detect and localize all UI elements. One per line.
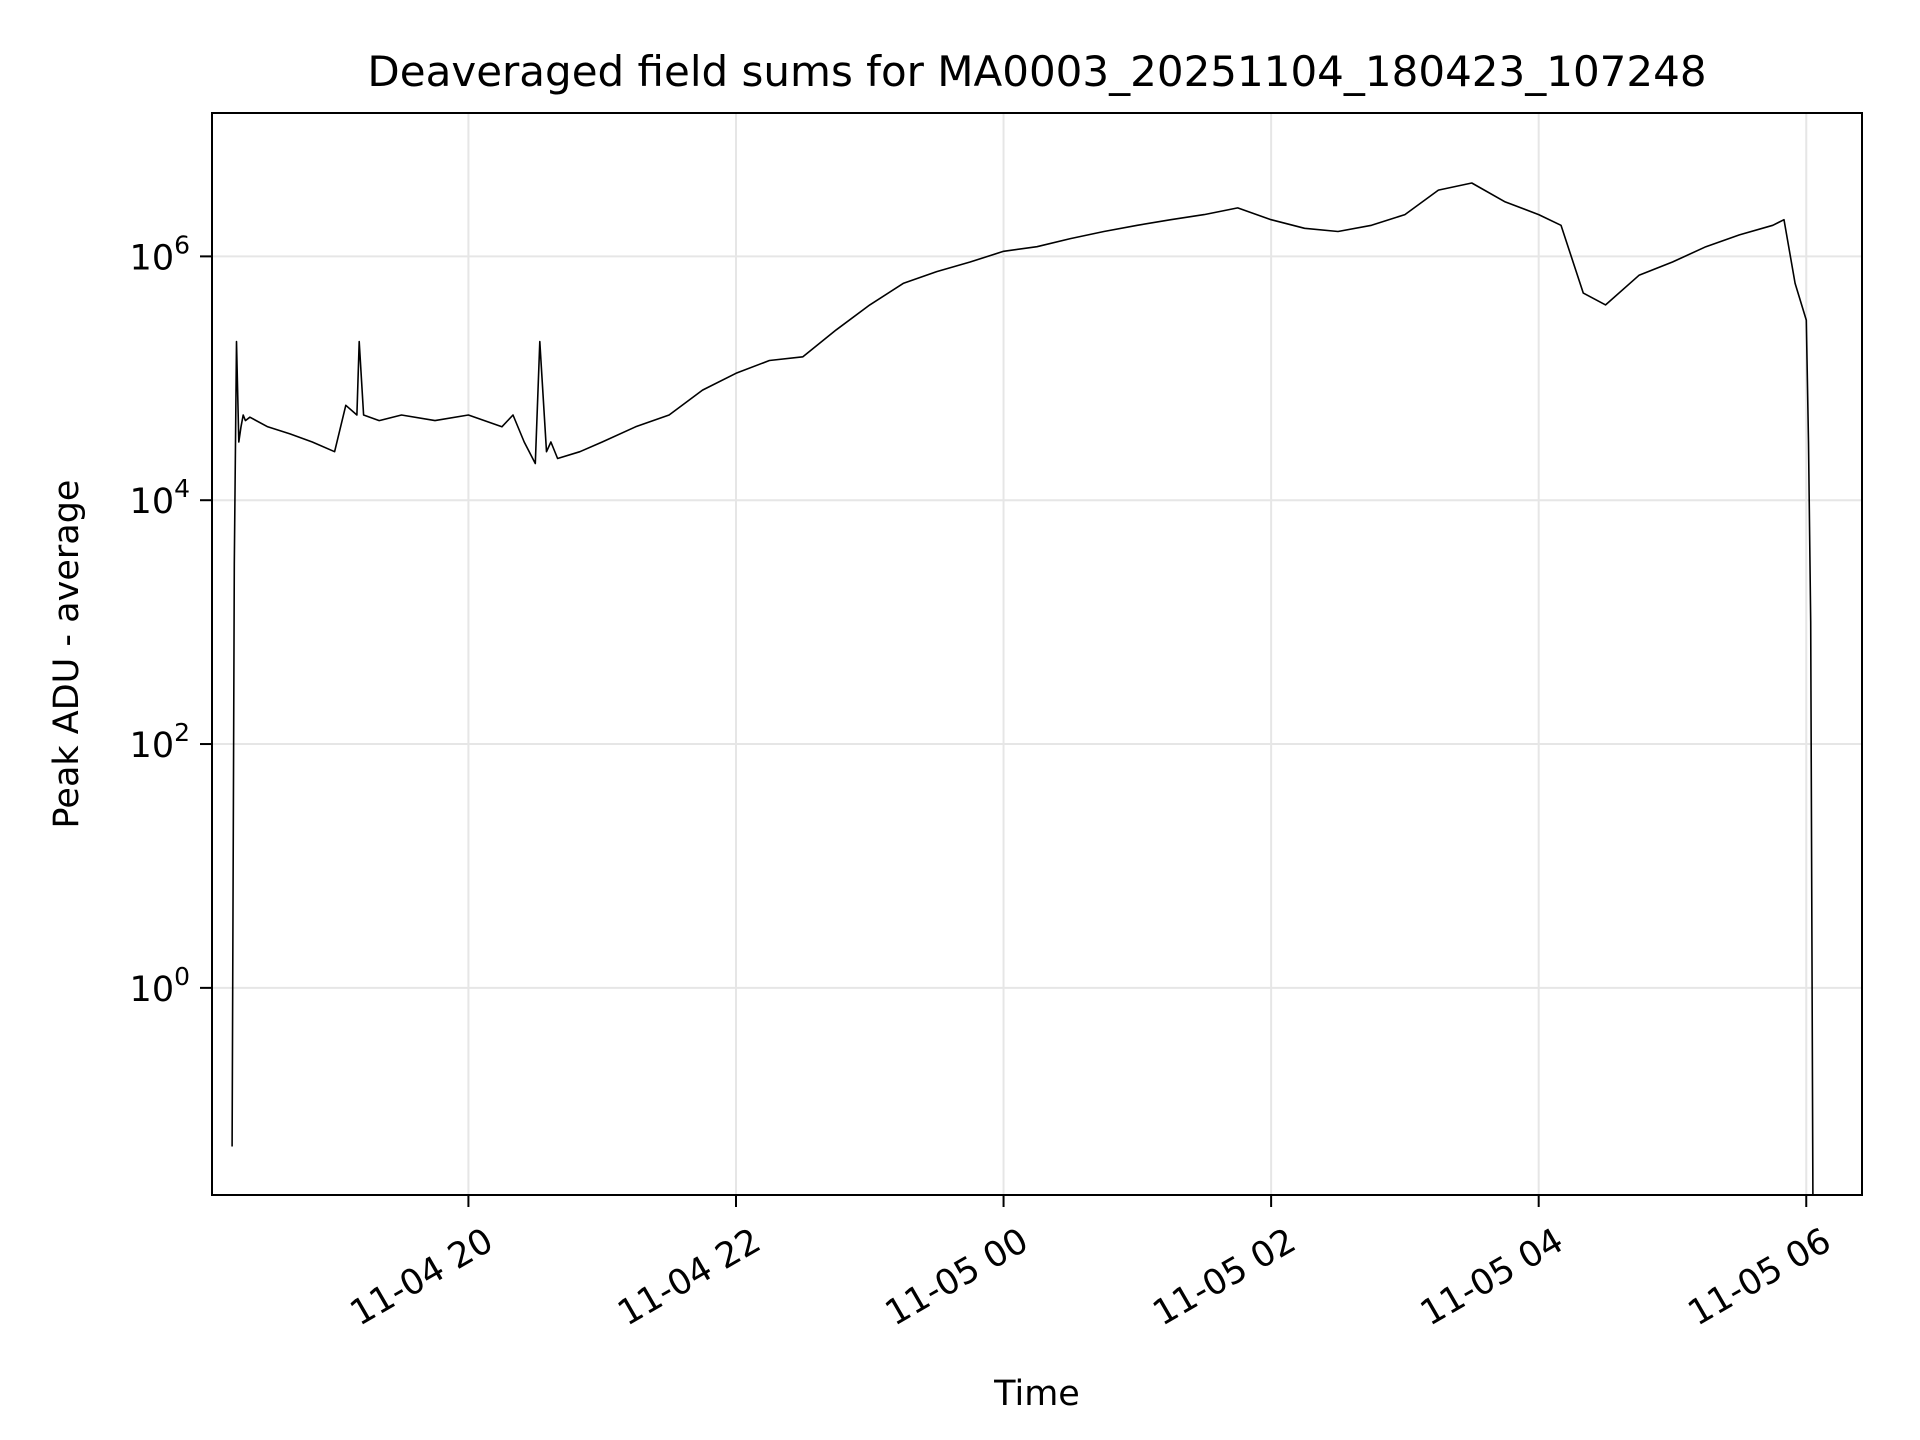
series-line xyxy=(231,182,1814,1196)
plot-area xyxy=(231,182,1814,1196)
y-axis-label: Peak ADU - average xyxy=(47,480,87,829)
x-tick-label: 11-04 22 xyxy=(611,1221,767,1334)
plot-frame xyxy=(211,112,1863,1196)
x-tick-label: 11-05 00 xyxy=(879,1221,1035,1334)
grid-lines xyxy=(212,113,1862,1195)
x-tick-label: 11-05 02 xyxy=(1146,1221,1302,1334)
chart-title: Deaveraged field sums for MA0003_2025110… xyxy=(367,47,1706,96)
y-tick-label: 102 xyxy=(130,718,190,766)
y-axis-ticks: 100 102 104 106 xyxy=(130,230,212,1010)
y-tick-label: 106 xyxy=(130,230,190,278)
y-tick-label: 100 xyxy=(130,962,190,1010)
x-tick-label: 11-05 04 xyxy=(1414,1221,1570,1334)
x-tick-label: 11-04 20 xyxy=(344,1221,500,1334)
y-tick-label: 104 xyxy=(130,474,190,522)
x-axis-ticks: 11-04 20 11-04 22 11-05 00 11-05 02 11-05 04… xyxy=(344,1195,1838,1334)
x-axis-label: Time xyxy=(993,1374,1080,1414)
x-tick-label: 11-05 06 xyxy=(1682,1221,1838,1334)
